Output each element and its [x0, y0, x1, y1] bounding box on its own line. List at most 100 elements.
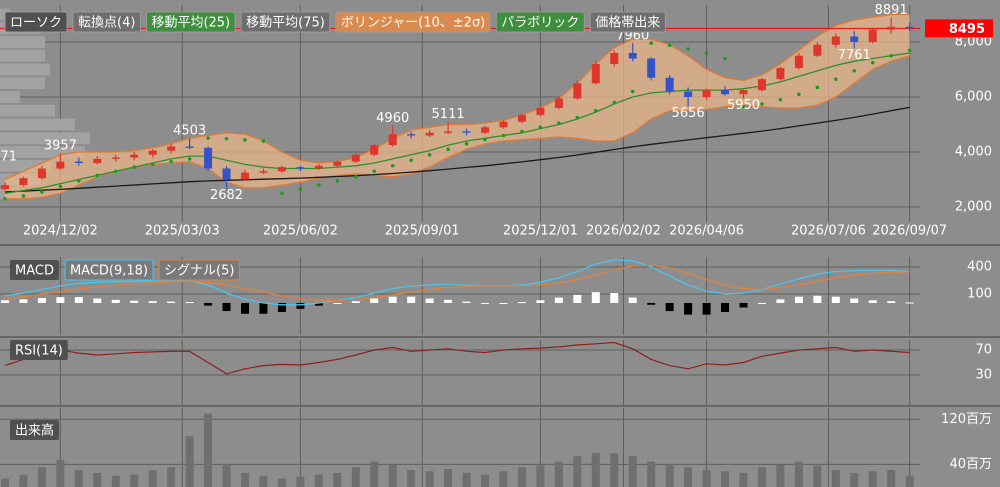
legend-button-box[interactable]	[72, 11, 141, 33]
macd-histogram-bar	[702, 302, 711, 315]
bollinger-fill	[4, 14, 910, 199]
volume-bar	[388, 464, 397, 487]
macd-histogram-bar	[277, 302, 286, 312]
y-tick-label: 120百万	[941, 412, 992, 427]
macd-histogram-bar	[481, 302, 490, 304]
y-tick-label: 4,000	[955, 145, 992, 160]
candle-body	[628, 52, 637, 59]
candle-body	[444, 131, 453, 133]
parabolic-dot	[353, 174, 358, 179]
parabolic-dot	[427, 152, 432, 157]
candle-body	[111, 157, 120, 159]
turning-point-label: 8891	[875, 3, 908, 18]
candle-body	[517, 114, 526, 122]
parabolic-dot	[834, 77, 838, 81]
macd-histogram-bar	[388, 296, 397, 303]
candle-body	[370, 145, 379, 155]
legend-button[interactable]: ローソク	[10, 16, 62, 31]
volume-bar	[462, 472, 471, 487]
macd-histogram-bar	[721, 302, 730, 312]
legend-button-box[interactable]	[335, 11, 491, 33]
legend-button[interactable]: 移動平均(25)	[151, 16, 230, 31]
macd-histogram-bar	[665, 302, 674, 312]
candle-body	[351, 154, 360, 162]
panel-title-box	[10, 260, 59, 280]
parabolic-dot	[557, 121, 561, 125]
candle-body	[74, 161, 83, 164]
candle-body	[0, 185, 9, 190]
volume-bar	[887, 470, 896, 487]
parabolic-dot	[870, 60, 875, 65]
legend-button-box[interactable]	[589, 11, 666, 33]
volume-bar	[204, 413, 213, 487]
ma75-line	[4, 106, 910, 193]
candle-body	[388, 134, 397, 146]
legend-button[interactable]: 価格帯出来	[595, 15, 660, 31]
parabolic-dot	[77, 179, 81, 183]
macd-histogram-bar	[591, 292, 600, 303]
volume-bar	[684, 467, 693, 487]
volume-bar	[757, 467, 766, 487]
legend-button-box[interactable]	[145, 11, 236, 33]
macd-histogram-bar	[739, 302, 748, 308]
legend-entry[interactable]: MACD(9,18)	[70, 264, 148, 279]
legend-button[interactable]: 移動平均(75)	[246, 16, 325, 31]
legend-button[interactable]: パラボリック	[501, 16, 579, 31]
parabolic-dot	[206, 136, 210, 140]
legend-button[interactable]: 転換点(4)	[78, 16, 135, 31]
parabolic-dot	[40, 190, 44, 194]
volume-bar	[370, 461, 379, 487]
macd-histogram-bar	[0, 300, 9, 303]
volume-bar	[721, 471, 730, 487]
parabolic-dot	[815, 85, 820, 90]
macd-histogram-bar	[425, 298, 434, 303]
volume-bar	[277, 478, 286, 487]
candle-body	[167, 146, 176, 151]
candle-body	[222, 168, 231, 180]
parabolic-dot	[649, 41, 653, 45]
macd-histogram-bar	[905, 302, 914, 304]
legend-button-box[interactable]	[240, 11, 331, 33]
volume-bar	[130, 474, 139, 487]
volume-bar	[776, 464, 785, 487]
legend-entry[interactable]: シグナル(5)	[164, 264, 234, 279]
volume-bar	[481, 474, 490, 487]
macd-histogram-bar	[462, 301, 471, 303]
macd-histogram-bar	[407, 296, 416, 303]
parabolic-dot	[169, 159, 173, 164]
legend-entry-box[interactable]	[158, 259, 240, 281]
parabolic-dot	[907, 48, 912, 53]
macd-histogram-bar	[776, 299, 785, 303]
candle-body	[130, 154, 139, 158]
candle-body	[739, 90, 748, 95]
volume-bar	[19, 474, 28, 487]
parabolic-dot	[335, 179, 340, 183]
volume-bar	[74, 470, 83, 487]
volume-bar	[222, 464, 231, 487]
parabolic-dot	[372, 169, 377, 174]
y-tick-label: 2,000	[955, 200, 992, 215]
legend-button-box[interactable]	[495, 11, 585, 33]
parabolic-dot	[113, 169, 118, 174]
parabolic-dot	[261, 139, 266, 143]
x-tick-label: 2025/09/01	[385, 224, 460, 239]
parabolic-dot	[298, 187, 303, 191]
candle-body	[204, 147, 213, 169]
panel-title: RSI(14)	[15, 344, 63, 359]
macd-histogram-bar	[850, 298, 859, 303]
turning-point-label: 7761	[838, 48, 871, 63]
candle-body	[905, 26, 914, 29]
volume-bar	[702, 470, 711, 487]
macd-histogram-bar	[684, 302, 693, 315]
macd-histogram-bar	[868, 300, 877, 303]
legend-entry-box[interactable]	[64, 259, 154, 281]
macd-histogram-bar	[554, 297, 563, 303]
legend-button[interactable]: ボリンジャー(10、±2σ)	[341, 16, 485, 31]
turning-point-label: 4503	[173, 124, 206, 139]
turning-point-label: 2682	[210, 188, 243, 203]
legend-button-box[interactable]	[4, 11, 68, 33]
candle-body	[887, 26, 896, 30]
candle-body	[93, 158, 102, 164]
x-tick-label: 2024/12/02	[23, 224, 98, 239]
parabolic-dot	[390, 163, 395, 168]
